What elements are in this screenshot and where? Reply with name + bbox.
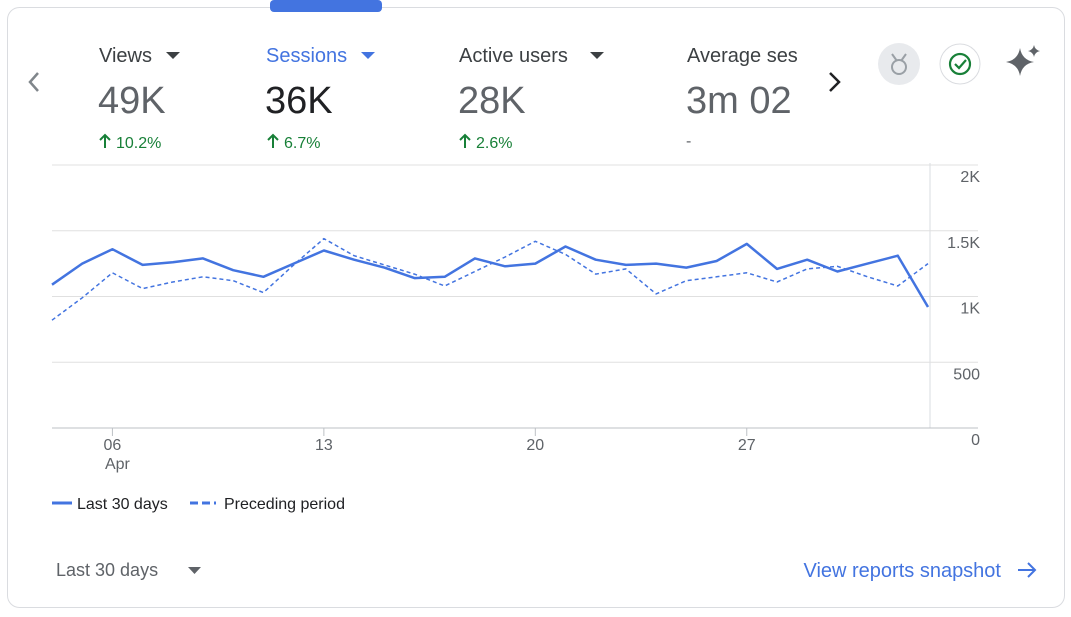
range-label: Last 30 days <box>56 560 158 580</box>
tab-value: 3m 02 <box>686 80 792 122</box>
badge-icon[interactable] <box>878 43 920 85</box>
tab-label: Average ses <box>687 45 798 67</box>
insights-icon[interactable] <box>1006 45 1040 76</box>
x-tick-label: 06 <box>104 437 122 454</box>
range-selector[interactable]: Last 30 days <box>56 560 201 580</box>
tab-label: Sessions <box>266 45 347 67</box>
tab-value: 28K <box>458 80 526 122</box>
badge-glyph <box>891 53 907 62</box>
x-tick-label: 27 <box>738 437 756 454</box>
y-tick-label: 0 <box>971 432 980 449</box>
x-tick-label: 20 <box>526 437 544 454</box>
up-arrow <box>99 133 111 148</box>
tab[interactable]: Active users 28K 2.6% <box>458 45 604 152</box>
prev-arrow[interactable] <box>28 72 39 92</box>
active-tab-indicator <box>270 0 382 12</box>
tab-change: 2.6% <box>476 135 512 152</box>
check-mark <box>954 59 967 70</box>
status-icon[interactable] <box>939 43 981 85</box>
tab-label: Active users <box>459 45 568 67</box>
plot: 0 500 1K 1.5K 2K 06 Apr 13 20 27 <box>51 164 980 473</box>
series-line <box>51 237 929 321</box>
dropdown-icon <box>590 52 604 59</box>
tab-change: 6.7% <box>284 135 320 152</box>
badge-glyph <box>891 59 907 75</box>
tab-value: 36K <box>265 80 333 122</box>
tab-label: Views <box>99 45 152 67</box>
y-tick-label: 2K <box>960 169 980 186</box>
x-month-label: Apr <box>105 456 131 473</box>
legend-label: Preceding period <box>224 496 345 513</box>
up-arrow <box>267 133 279 148</box>
link-text: View reports snapshot <box>803 560 1001 582</box>
next-arrow[interactable] <box>829 72 841 92</box>
up-arrow <box>459 133 471 148</box>
tab[interactable]: Views 49K 10.2% <box>98 45 180 152</box>
tab-change: 10.2% <box>116 135 161 152</box>
check-circle <box>948 52 972 76</box>
link-arrow <box>1018 562 1037 578</box>
x-tick-label: 13 <box>315 437 333 454</box>
y-tick-label: 1K <box>960 301 980 318</box>
legend-label: Last 30 days <box>77 496 168 513</box>
tab[interactable]: Average ses 3m 02 - <box>686 45 798 150</box>
dropdown-icon <box>188 567 201 574</box>
view-reports-link[interactable]: View reports snapshot <box>803 560 1037 582</box>
dropdown-icon <box>361 52 375 59</box>
tab[interactable]: Sessions 36K 6.7% <box>265 45 375 152</box>
tab-value: 49K <box>98 80 166 122</box>
series-line <box>51 242 930 308</box>
dropdown-icon <box>166 52 180 59</box>
card-border <box>7 7 1065 608</box>
tab-change: - <box>686 133 691 150</box>
y-tick-label: 1.5K <box>947 235 980 252</box>
y-tick-label: 500 <box>953 366 980 383</box>
